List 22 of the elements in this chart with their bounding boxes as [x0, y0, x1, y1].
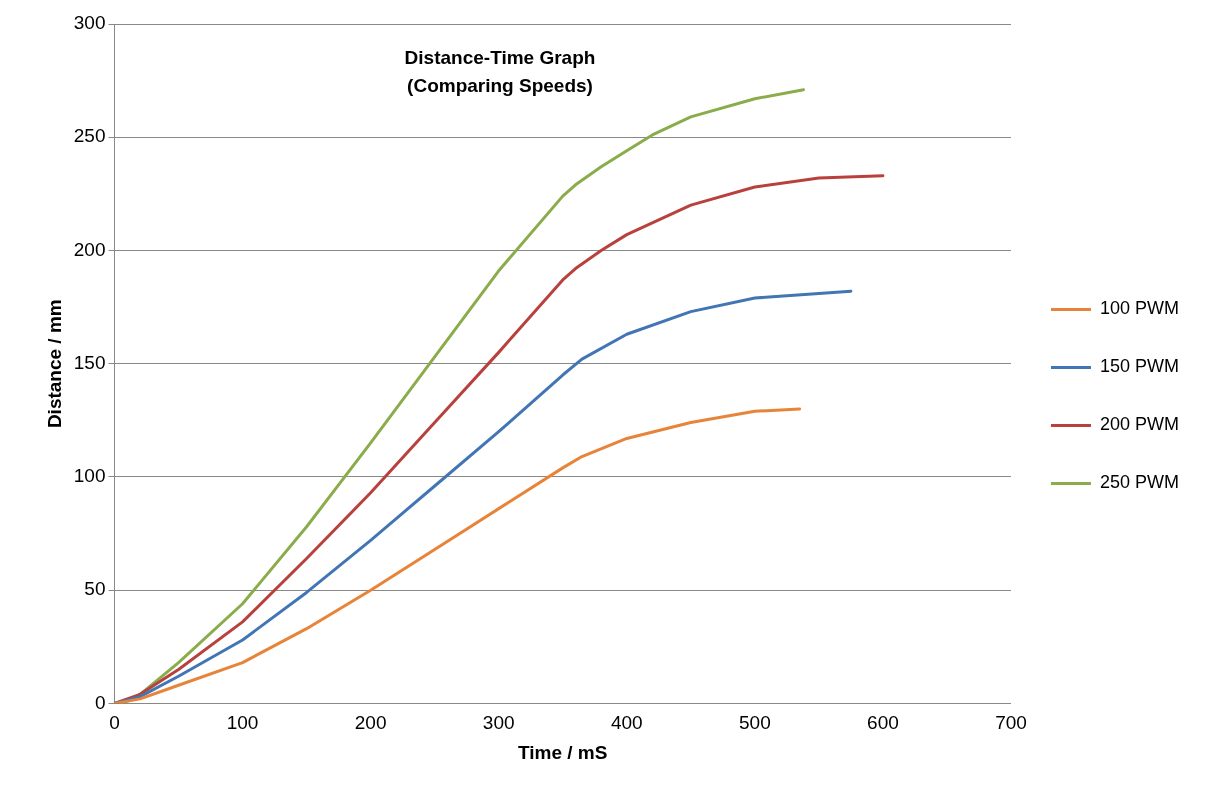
y-axis-title: Distance / mm	[43, 299, 65, 429]
x-tick-label: 300	[482, 712, 515, 734]
y-tick-label: 0	[94, 691, 106, 713]
legend-label: 250 PWM	[1099, 472, 1180, 493]
y-tick-label: 300	[73, 12, 106, 34]
x-tick-label: 200	[354, 712, 387, 734]
legend-label: 150 PWM	[1099, 356, 1180, 377]
legend-label: 100 PWM	[1099, 298, 1180, 319]
legend-label: 200 PWM	[1099, 414, 1180, 435]
x-tick-label: 500	[738, 712, 771, 734]
x-tick-label: 400	[610, 712, 643, 734]
x-tick-label: 100	[226, 712, 259, 734]
x-tick-label: 700	[995, 712, 1027, 734]
y-tick-label: 100	[73, 465, 106, 487]
x-tick-label: 600	[867, 712, 899, 734]
y-tick-label: 150	[73, 351, 106, 373]
y-tick-label: 200	[73, 238, 106, 260]
x-axis-title: Time / mS	[518, 741, 608, 763]
y-tick-label: 50	[84, 578, 106, 600]
text: Distance-Time Graph (Comparing Speeds)	[404, 47, 596, 96]
x-tick-label: 0	[109, 712, 120, 734]
y-tick-label: 250	[73, 125, 106, 147]
